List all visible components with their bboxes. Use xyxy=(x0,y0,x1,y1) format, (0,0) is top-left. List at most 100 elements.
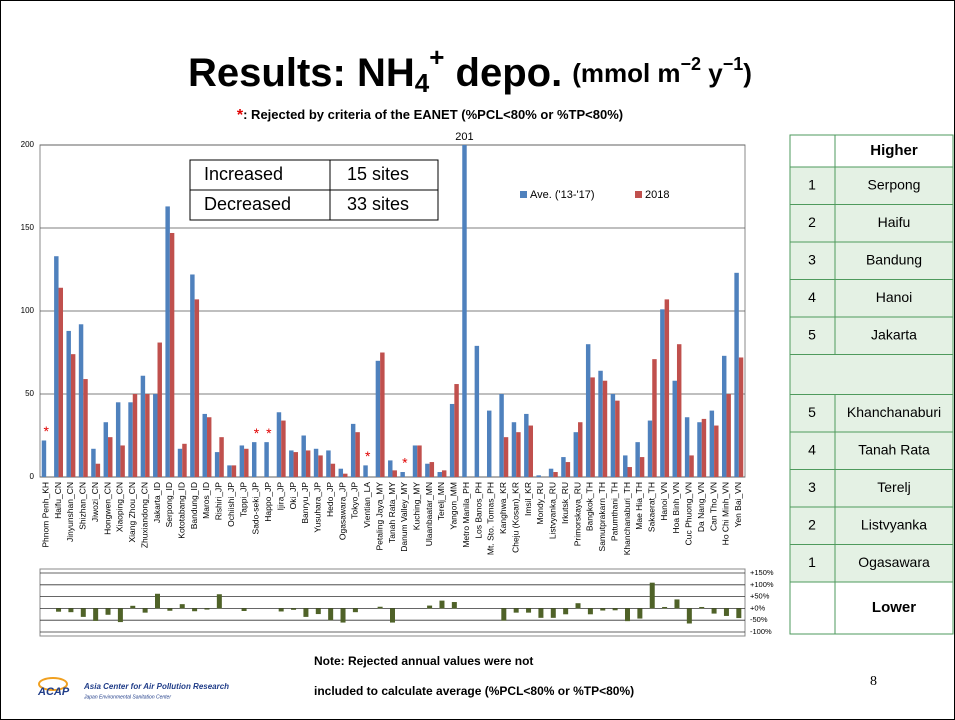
bar xyxy=(686,608,692,624)
bar xyxy=(214,452,220,477)
bar xyxy=(58,287,64,477)
bar xyxy=(219,437,224,477)
x-tick-label: Serpong_ID xyxy=(164,482,174,527)
x-tick-label: Ogasawara_JP xyxy=(337,482,347,540)
bar xyxy=(451,602,457,609)
bar xyxy=(721,355,727,477)
bar xyxy=(216,594,222,609)
bar xyxy=(664,299,670,477)
bar xyxy=(303,608,309,617)
title-text: depo. xyxy=(444,51,562,95)
bar xyxy=(526,608,532,613)
table-cell xyxy=(834,166,954,205)
y-tick-label: -100% xyxy=(750,627,772,636)
y-tick-label: +0% xyxy=(750,603,766,612)
bar xyxy=(590,377,595,477)
bar xyxy=(120,445,125,477)
bar xyxy=(578,422,583,477)
rank-site: Jakarta xyxy=(871,326,917,342)
title-sub: 4 xyxy=(415,68,430,98)
bar xyxy=(660,309,665,477)
bar xyxy=(241,608,247,611)
rejected-note: *: Rejected by criteria of the EANET (%P… xyxy=(237,107,623,124)
bar xyxy=(363,465,368,477)
bar xyxy=(625,608,630,622)
table-cell xyxy=(834,241,954,280)
bar xyxy=(392,470,397,477)
bar xyxy=(647,420,653,477)
bar xyxy=(145,394,150,477)
rank-site: Bandung xyxy=(866,251,922,267)
bar xyxy=(524,413,529,477)
bar xyxy=(95,463,101,477)
x-tick-label: Kanghwa_KR xyxy=(498,482,508,534)
bar xyxy=(66,330,71,477)
bar xyxy=(662,606,668,609)
x-tick-label: Xiaoping_CN xyxy=(115,482,125,532)
x-tick-label: Patumthani_TH xyxy=(609,482,619,541)
bar xyxy=(676,344,682,477)
x-tick-label: Jinyunshan_CN xyxy=(65,482,75,542)
table-cell xyxy=(834,279,954,318)
x-tick-label: Khanchanaburi_TH xyxy=(622,482,632,555)
x-tick-label: Los Banos_PH xyxy=(473,482,483,539)
rejected-marker: * xyxy=(266,425,272,441)
bar xyxy=(153,394,158,477)
x-tick-label: Haifu_CN xyxy=(53,482,63,519)
x-tick-label: Happo_JP xyxy=(263,482,273,522)
y-tick-label: +50% xyxy=(750,592,770,601)
summary-label: Increased xyxy=(204,164,283,184)
x-tick-label: Jakarta_ID xyxy=(152,482,162,523)
rejected-marker: * xyxy=(402,455,408,471)
bar xyxy=(350,423,356,477)
bar xyxy=(697,422,702,477)
bar xyxy=(227,465,232,477)
bar xyxy=(239,445,245,477)
bar xyxy=(330,463,336,477)
bar xyxy=(194,299,200,477)
bar xyxy=(501,608,507,621)
data-label: 201 xyxy=(455,131,473,143)
bar xyxy=(375,360,381,477)
table-cell xyxy=(834,544,954,583)
bar xyxy=(167,608,173,611)
bar xyxy=(548,468,554,477)
x-tick-label: Terelj_MN xyxy=(436,482,446,520)
rank-site: Listvyanka xyxy=(861,516,927,532)
bar xyxy=(454,384,459,477)
bar xyxy=(93,608,99,621)
bar xyxy=(738,357,744,477)
bar xyxy=(672,380,677,477)
table-cell xyxy=(834,506,954,545)
legend-label: 2018 xyxy=(645,189,669,201)
table-cell xyxy=(789,354,954,395)
y-tick-label: 100 xyxy=(21,306,35,315)
table-cell xyxy=(834,431,954,470)
x-tick-label: Mae Hia_TH xyxy=(634,482,644,530)
plot-area xyxy=(39,568,746,637)
bar xyxy=(244,448,249,477)
bar xyxy=(575,603,581,609)
bar xyxy=(699,606,705,609)
bar xyxy=(701,418,707,477)
bar xyxy=(377,606,383,609)
x-tick-label: Sakaerat_TH xyxy=(646,482,656,532)
bar xyxy=(553,472,558,477)
y-tick-label: 50 xyxy=(25,389,34,398)
bar xyxy=(449,403,455,477)
table-cell xyxy=(789,431,836,470)
bar xyxy=(573,432,579,477)
table-cell xyxy=(789,506,836,545)
bar xyxy=(486,410,492,477)
bar xyxy=(105,608,111,615)
x-tick-label: Xiang Zhou_CN xyxy=(127,482,137,542)
bar xyxy=(550,608,556,618)
rank-number: 4 xyxy=(808,441,816,457)
bar xyxy=(192,608,198,612)
rank-number: 5 xyxy=(808,326,816,342)
x-tick-label: Hanoi_VN xyxy=(659,482,669,521)
rank-number: 3 xyxy=(808,479,816,495)
bar xyxy=(140,375,146,477)
rank-site: Khanchanaburi xyxy=(847,404,941,420)
table-cell xyxy=(834,316,954,355)
